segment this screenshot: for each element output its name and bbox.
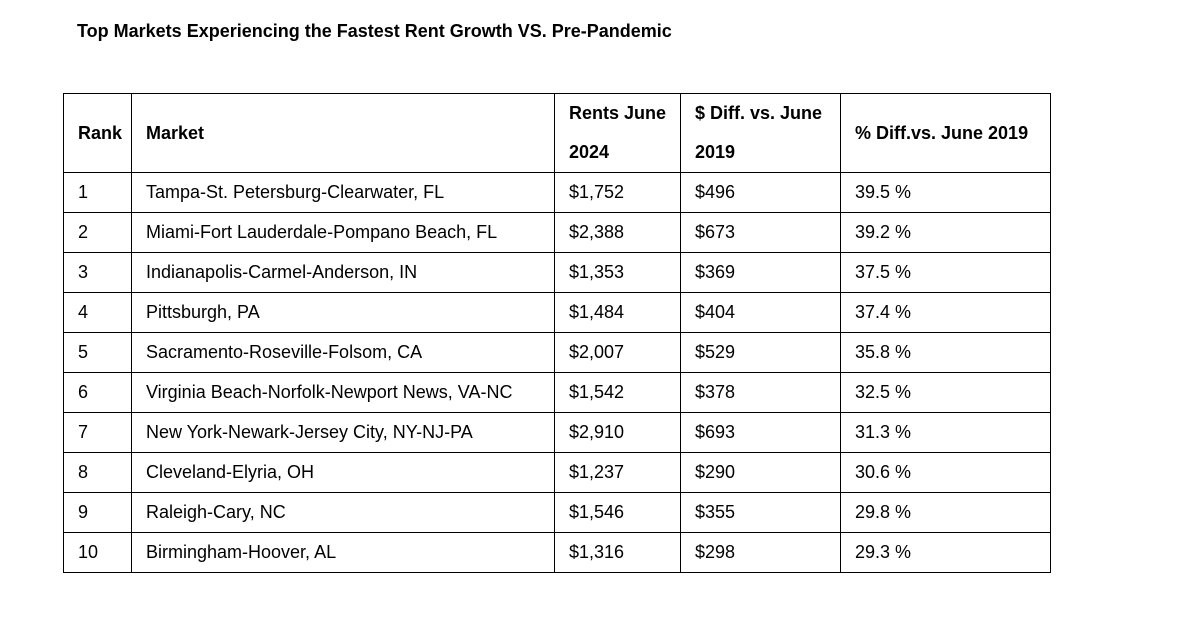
cell-dollar-diff: $298 (680, 532, 841, 573)
rent-growth-table: Rank Market Rents June 2024 $ Diff. vs. … (63, 93, 1051, 573)
cell-percent-diff: 37.4 % (840, 292, 1051, 333)
cell-market: Raleigh-Cary, NC (131, 492, 555, 533)
table-row: 6 Virginia Beach-Norfolk-Newport News, VA… (63, 372, 1051, 413)
cell-rank: 5 (63, 332, 132, 373)
header-pct-label: % Diff.vs. June 2019 (855, 122, 1029, 143)
cell-dollar-diff: $355 (680, 492, 841, 533)
cell-percent-diff: 39.5 % (840, 172, 1051, 213)
cell-market: Virginia Beach-Norfolk-Newport News, VA-… (131, 372, 555, 413)
page-title: Top Markets Experiencing the Fastest Ren… (77, 21, 672, 41)
header-rents-line2: 2024 (569, 142, 610, 162)
table-row: 1 Tampa-St. Petersburg-Clearwater, FL $1,7… (63, 172, 1051, 213)
cell-dollar-diff: $673 (680, 212, 841, 253)
cell-market: Pittsburgh, PA (131, 292, 555, 333)
header-rents-line1: Rents June (569, 103, 667, 123)
cell-percent-diff: 30.6 % (840, 452, 1051, 493)
cell-market: Cleveland-Elyria, OH (131, 452, 555, 493)
cell-rent-june-2024: $1,316 (554, 532, 681, 573)
header-market: Market (131, 93, 555, 173)
cell-rank: 6 (63, 372, 132, 413)
table-row: 4 Pittsburgh, PA $1,484 $404 37.4 % (63, 292, 1051, 333)
header-percent-diff: % Diff.vs. June 2019 (840, 93, 1051, 173)
cell-dollar-diff: $693 (680, 412, 841, 453)
cell-dollar-diff: $529 (680, 332, 841, 373)
cell-rent-june-2024: $1,752 (554, 172, 681, 213)
table-row: 9 Raleigh-Cary, NC $1,546 $355 29.8 % (63, 492, 1051, 533)
cell-rank: 3 (63, 252, 132, 293)
table-row: 7 New York-Newark-Jersey City, NY-NJ-PA $2… (63, 412, 1051, 453)
cell-rank: 9 (63, 492, 132, 533)
cell-dollar-diff: $404 (680, 292, 841, 333)
cell-rank: 7 (63, 412, 132, 453)
cell-rent-june-2024: $2,910 (554, 412, 681, 453)
cell-market: Miami-Fort Lauderdale-Pompano Beach, FL (131, 212, 555, 253)
table-row: 3 Indianapolis-Carmel-Anderson, IN $1,353 $… (63, 252, 1051, 293)
cell-percent-diff: 31.3 % (840, 412, 1051, 453)
cell-rent-june-2024: $1,353 (554, 252, 681, 293)
table-row: 8 Cleveland-Elyria, OH $1,237 $290 30.6 % (63, 452, 1051, 493)
cell-dollar-diff: $369 (680, 252, 841, 293)
cell-percent-diff: 32.5 % (840, 372, 1051, 413)
cell-market: Tampa-St. Petersburg-Clearwater, FL (131, 172, 555, 213)
table-row: 2 Miami-Fort Lauderdale-Pompano Beach, FL… (63, 212, 1051, 253)
table-row: 10 Birmingham-Hoover, AL $1,316 $298 29.3 % (63, 532, 1051, 573)
cell-rank: 4 (63, 292, 132, 333)
cell-rent-june-2024: $1,237 (554, 452, 681, 493)
header-rank: Rank (63, 93, 132, 173)
cell-dollar-diff: $378 (680, 372, 841, 413)
cell-rank: 1 (63, 172, 132, 213)
cell-rent-june-2024: $1,484 (554, 292, 681, 333)
table-body: 1 Tampa-St. Petersburg-Clearwater, FL $1,7… (63, 172, 1051, 573)
header-diff-line1: $ Diff. vs. June (695, 103, 823, 123)
header-diff-line2: 2019 (695, 142, 736, 162)
cell-percent-diff: 35.8 % (840, 332, 1051, 373)
header-rank-label: Rank (78, 122, 123, 143)
cell-market: Birmingham-Hoover, AL (131, 532, 555, 573)
cell-percent-diff: 29.3 % (840, 532, 1051, 573)
cell-dollar-diff: $290 (680, 452, 841, 493)
cell-rent-june-2024: $1,542 (554, 372, 681, 413)
cell-dollar-diff: $496 (680, 172, 841, 213)
cell-percent-diff: 39.2 % (840, 212, 1051, 253)
table-header-row: Rank Market Rents June 2024 $ Diff. vs. … (63, 93, 1051, 173)
cell-rank: 2 (63, 212, 132, 253)
header-dollar-diff: $ Diff. vs. June 2019 (680, 93, 841, 173)
cell-rent-june-2024: $2,007 (554, 332, 681, 373)
table-row: 5 Sacramento-Roseville-Folsom, CA $2,007 $5… (63, 332, 1051, 373)
cell-rent-june-2024: $1,546 (554, 492, 681, 533)
cell-rank: 10 (63, 532, 132, 573)
cell-market: Sacramento-Roseville-Folsom, CA (131, 332, 555, 373)
cell-rank: 8 (63, 452, 132, 493)
cell-percent-diff: 29.8 % (840, 492, 1051, 533)
cell-percent-diff: 37.5 % (840, 252, 1051, 293)
cell-market: New York-Newark-Jersey City, NY-NJ-PA (131, 412, 555, 453)
cell-rent-june-2024: $2,388 (554, 212, 681, 253)
cell-market: Indianapolis-Carmel-Anderson, IN (131, 252, 555, 293)
header-market-label: Market (146, 122, 205, 143)
header-rents-june-2024: Rents June 2024 (554, 93, 681, 173)
